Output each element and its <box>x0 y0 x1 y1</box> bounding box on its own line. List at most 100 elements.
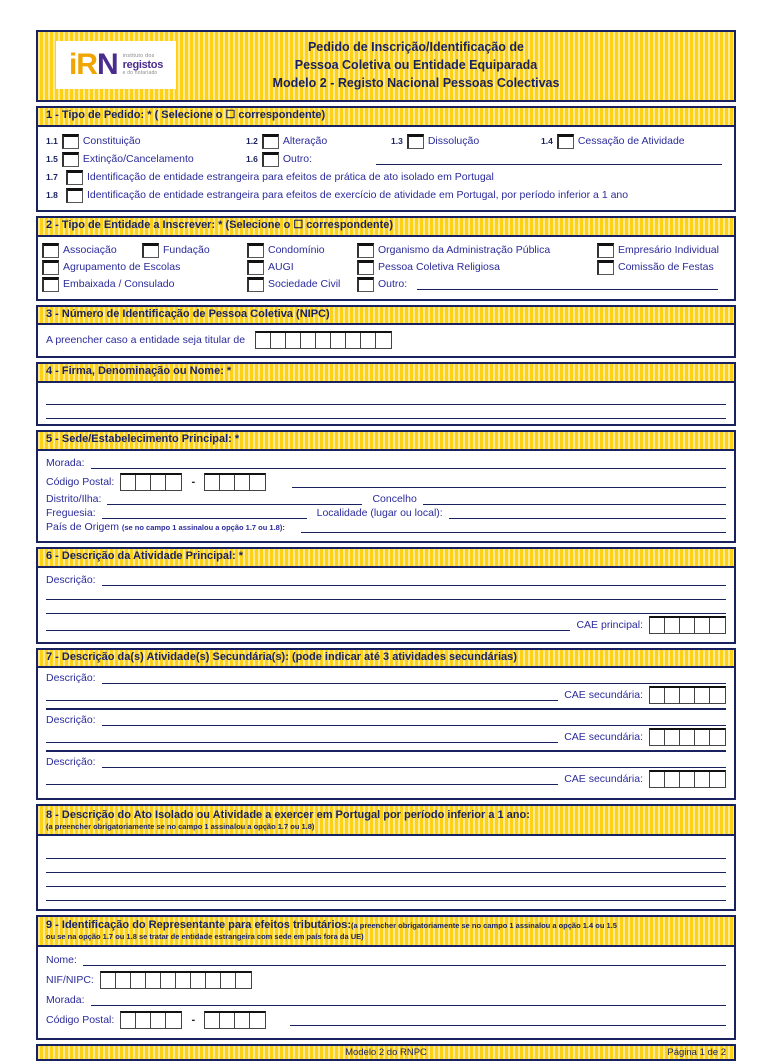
input-firma-line-2[interactable] <box>46 407 726 419</box>
char-cell[interactable] <box>145 972 161 988</box>
char-cell[interactable] <box>235 972 251 988</box>
input-descricao-principal-1[interactable] <box>101 574 726 586</box>
char-cell[interactable] <box>680 772 695 788</box>
option-1-5[interactable]: 1.5 Extinção/Cancelamento <box>46 151 246 167</box>
input-distrito[interactable] <box>107 493 363 505</box>
char-cell[interactable] <box>235 474 251 490</box>
char-cell[interactable] <box>695 688 710 704</box>
char-cell[interactable] <box>710 772 725 788</box>
entity-option-outro[interactable]: Outro: <box>357 276 726 292</box>
char-cell[interactable] <box>220 1012 236 1028</box>
checkbox-agrupamento-escolas[interactable] <box>42 259 59 275</box>
char-cell[interactable] <box>650 772 665 788</box>
input-descricao-principal-4[interactable] <box>46 619 571 631</box>
char-cell[interactable] <box>695 730 710 746</box>
entity-option-condominio[interactable]: Condomínio <box>247 242 357 258</box>
char-cell[interactable] <box>121 474 137 490</box>
entity-option-augi[interactable]: AUGI <box>247 259 357 275</box>
checkbox-associacao[interactable] <box>42 242 59 258</box>
char-cell[interactable] <box>665 730 680 746</box>
entity-option-empresario[interactable]: Empresário Individual <box>597 242 719 258</box>
char-cell[interactable] <box>665 688 680 704</box>
option-1-2[interactable]: 1.2 Alteração <box>246 133 391 149</box>
char-cell[interactable] <box>235 1012 251 1028</box>
char-cell[interactable] <box>301 333 317 349</box>
entity-option-sociedade-civil[interactable]: Sociedade Civil <box>247 276 357 292</box>
char-cell[interactable] <box>710 617 725 633</box>
input-rep-nif[interactable] <box>99 970 252 989</box>
section-1-row-3[interactable]: 1.7 Identificação de entidade estrangeir… <box>46 169 726 185</box>
char-cell[interactable] <box>710 688 725 704</box>
char-cell[interactable] <box>205 972 221 988</box>
checkbox-1-7[interactable] <box>66 169 83 185</box>
checkbox-empresario-individual[interactable] <box>597 242 614 258</box>
input-morada[interactable] <box>90 457 726 469</box>
char-cell[interactable] <box>250 1012 266 1028</box>
char-cell[interactable] <box>376 333 392 349</box>
char-cell[interactable] <box>166 1012 182 1028</box>
char-cell[interactable] <box>205 474 221 490</box>
checkbox-1-6[interactable] <box>261 151 279 167</box>
option-1-1[interactable]: 1.1 Constituição <box>46 133 246 149</box>
char-cell[interactable] <box>710 730 725 746</box>
checkbox-1-5[interactable] <box>61 151 79 167</box>
input-codigo-postal-designacao[interactable] <box>292 476 726 488</box>
checkbox-pessoa-coletiva-religiosa[interactable] <box>357 259 374 275</box>
char-cell[interactable] <box>190 972 206 988</box>
input-codigo-postal-part2[interactable] <box>204 472 267 491</box>
char-cell[interactable] <box>665 772 680 788</box>
input-cae-secundaria-1[interactable] <box>649 686 726 705</box>
section-1-row-4[interactable]: 1.8 Identificação de entidade estrangeir… <box>46 187 726 203</box>
input-ato-isolado-2[interactable] <box>46 861 726 874</box>
input-rep-codigo-postal-part2[interactable] <box>204 1010 267 1029</box>
char-cell[interactable] <box>151 1012 167 1028</box>
input-cae-principal[interactable] <box>649 615 726 634</box>
checkbox-1-4[interactable] <box>556 133 574 149</box>
char-cell[interactable] <box>130 972 146 988</box>
checkbox-1-1[interactable] <box>61 133 79 149</box>
input-cae-secundaria-3[interactable] <box>649 770 726 789</box>
char-cell[interactable] <box>205 1012 221 1028</box>
char-cell[interactable] <box>650 688 665 704</box>
entity-option-fundacao[interactable]: Fundação <box>142 242 247 258</box>
char-cell[interactable] <box>695 772 710 788</box>
checkbox-embaixada-consulado[interactable] <box>42 276 59 292</box>
char-cell[interactable] <box>695 617 710 633</box>
entity-option-embaixada[interactable]: Embaixada / Consulado <box>42 276 247 292</box>
input-ato-isolado-4[interactable] <box>46 889 726 902</box>
char-cell[interactable] <box>346 333 362 349</box>
input-descricao-principal-3[interactable] <box>46 602 726 614</box>
char-cell[interactable] <box>680 730 695 746</box>
input-freguesia[interactable] <box>101 507 307 519</box>
option-1-6[interactable]: 1.6 Outro: <box>246 151 726 167</box>
checkbox-condominio[interactable] <box>247 242 264 258</box>
input-localidade[interactable] <box>448 507 726 519</box>
entity-option-agrupamento[interactable]: Agrupamento de Escolas <box>42 259 247 275</box>
checkbox-sociedade-civil[interactable] <box>247 276 264 292</box>
option-1-3[interactable]: 1.3 Dissolução <box>391 133 541 149</box>
input-rep-codigo-postal-part1[interactable] <box>120 1010 183 1029</box>
input-rep-nome[interactable] <box>82 954 726 966</box>
char-cell[interactable] <box>136 474 152 490</box>
entity-option-organismo[interactable]: Organismo da Administração Pública <box>357 242 597 258</box>
input-descricao-secundaria-3[interactable] <box>101 756 726 769</box>
checkbox-organismo-administracao-publica[interactable] <box>357 242 374 258</box>
input-codigo-postal-part1[interactable] <box>120 472 183 491</box>
input-descricao-secundaria-2[interactable] <box>101 714 726 727</box>
input-concelho[interactable] <box>422 493 726 505</box>
input-descricao-secundaria-2b[interactable] <box>46 731 559 744</box>
input-nipc[interactable] <box>255 331 393 350</box>
char-cell[interactable] <box>136 1012 152 1028</box>
input-descricao-secundaria-1b[interactable] <box>46 689 559 702</box>
char-cell[interactable] <box>220 972 236 988</box>
char-cell[interactable] <box>160 972 176 988</box>
entity-option-religiosa[interactable]: Pessoa Coletiva Religiosa <box>357 259 597 275</box>
char-cell[interactable] <box>220 474 236 490</box>
input-ato-isolado-3[interactable] <box>46 875 726 888</box>
char-cell[interactable] <box>331 333 347 349</box>
input-descricao-secundaria-3b[interactable] <box>46 773 559 786</box>
char-cell[interactable] <box>100 972 116 988</box>
option-1-4[interactable]: 1.4 Cessação de Atividade <box>541 133 685 149</box>
char-cell[interactable] <box>115 972 131 988</box>
checkbox-1-8[interactable] <box>66 187 83 203</box>
